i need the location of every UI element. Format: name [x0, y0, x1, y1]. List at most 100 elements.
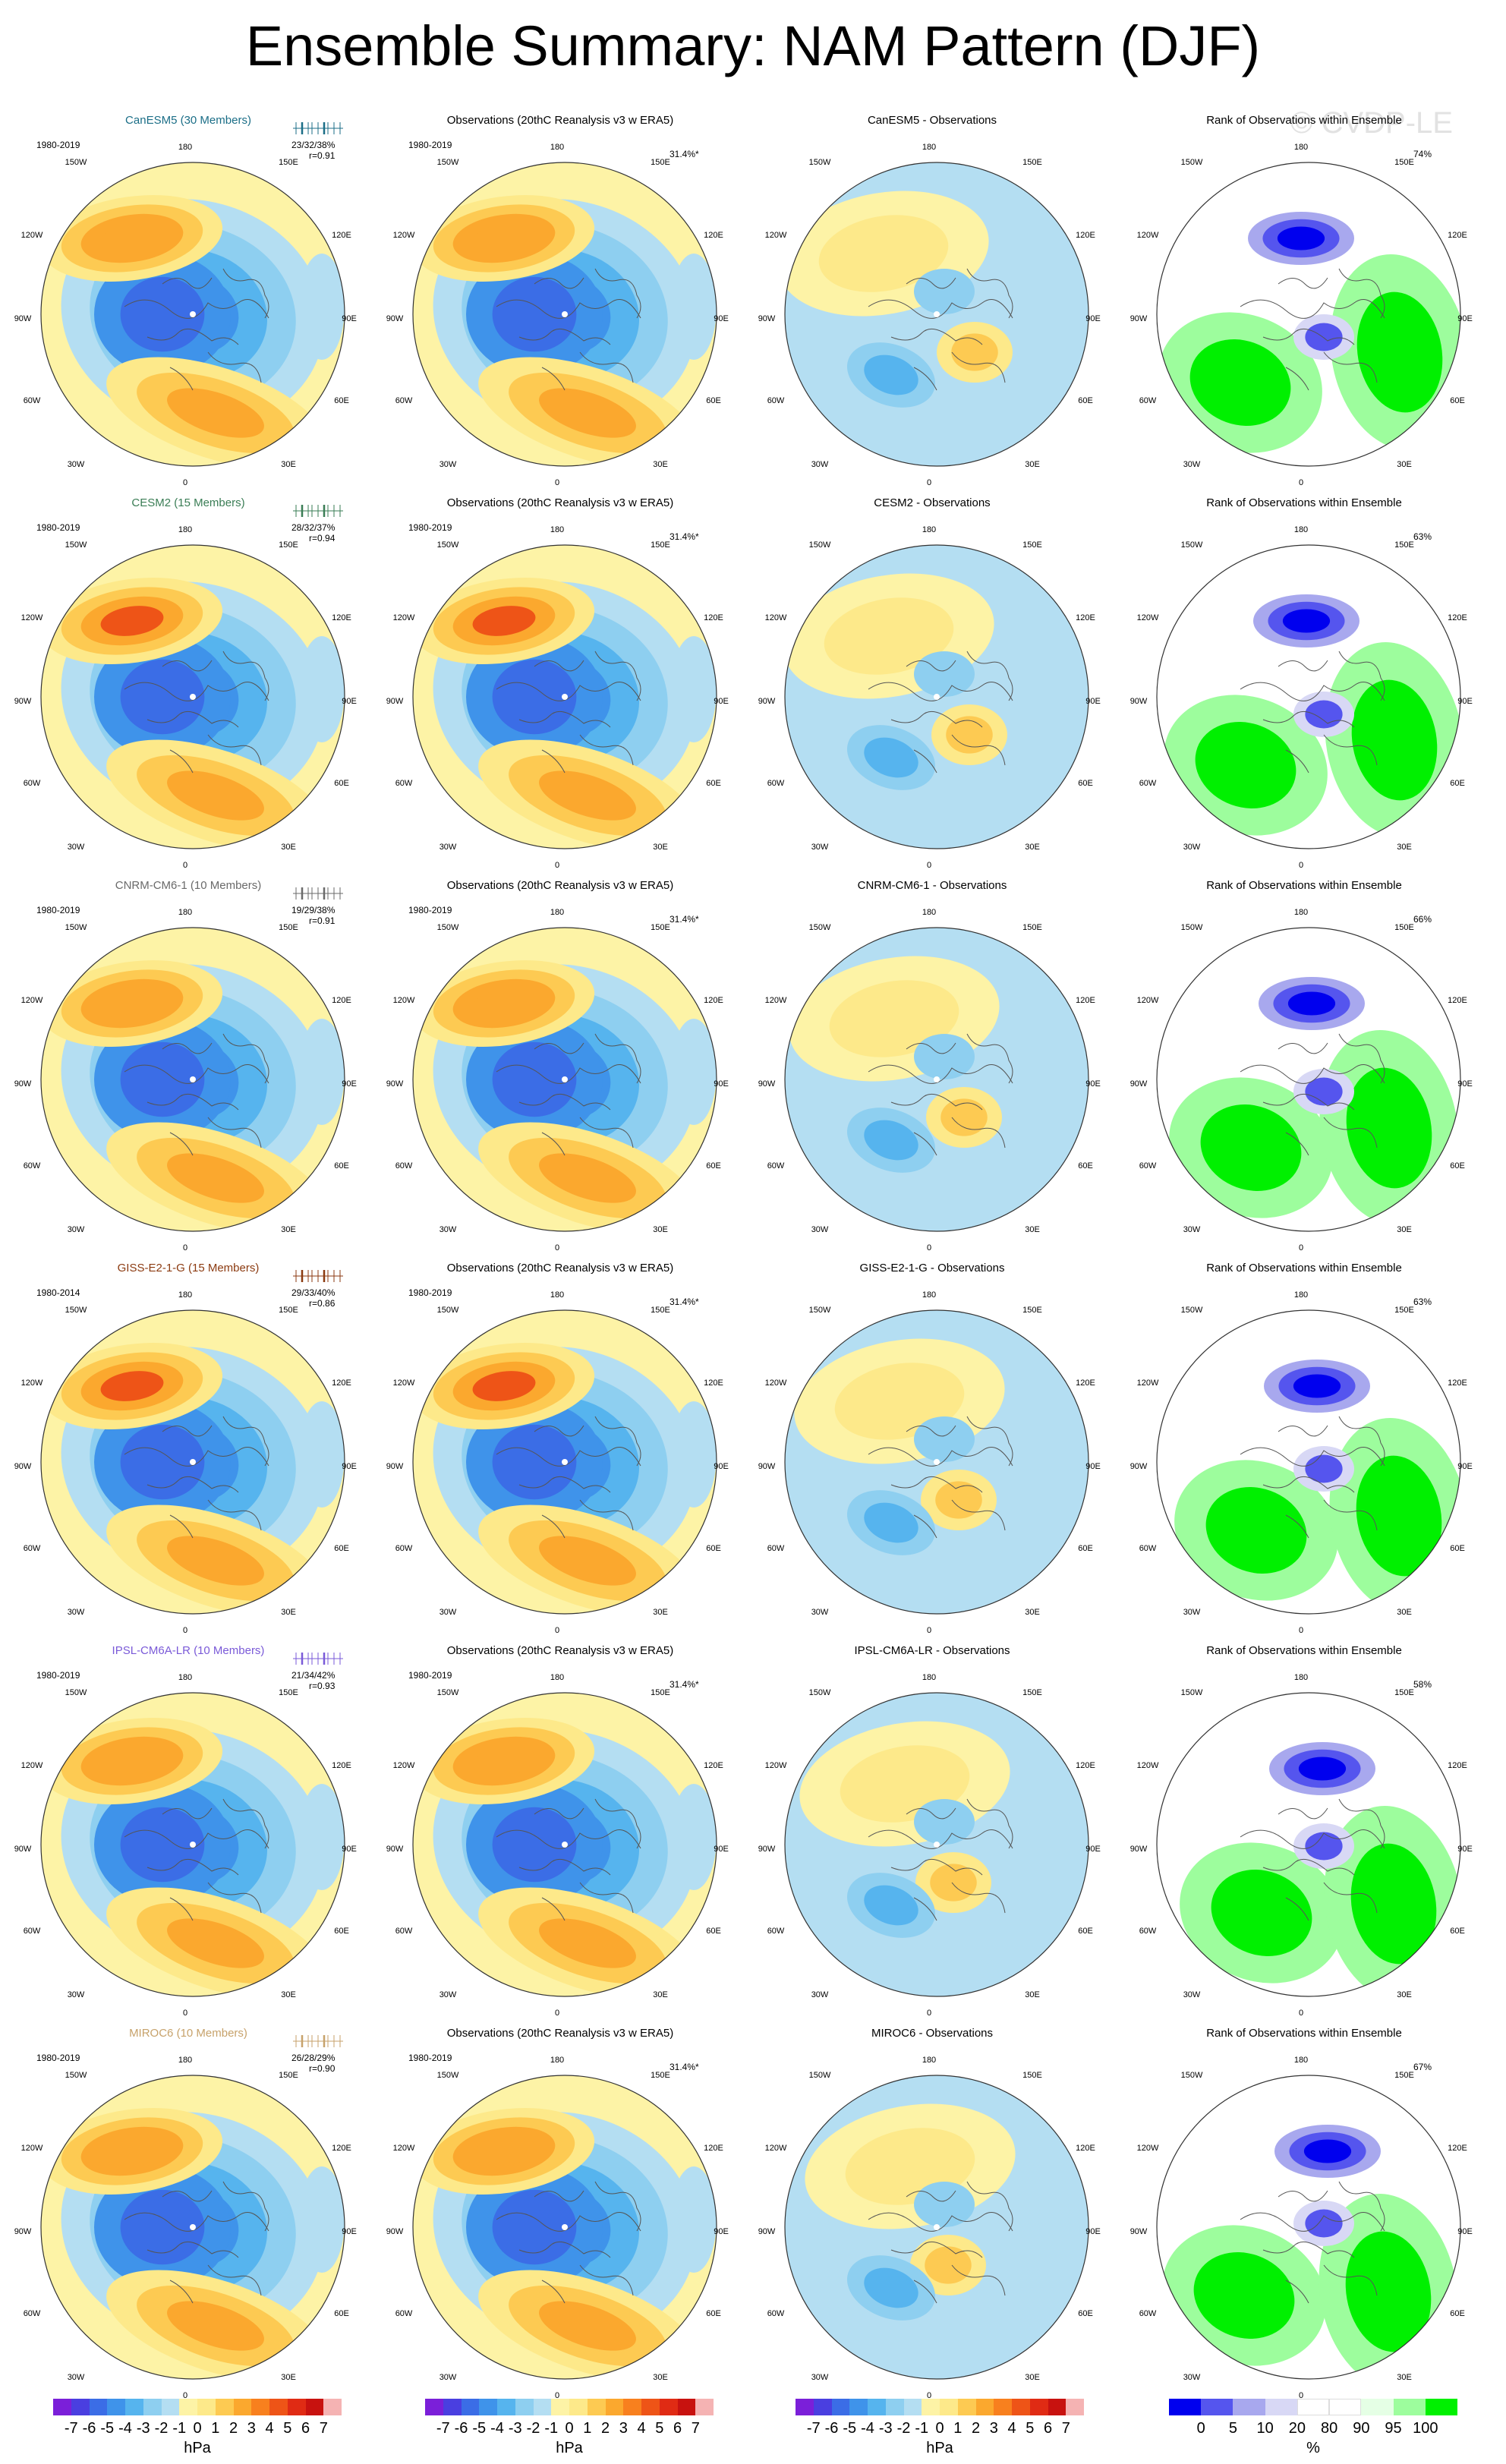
colorbar-swatch — [269, 2399, 288, 2415]
lon-label-left: 90W — [386, 314, 404, 323]
lon-label-lower-right: 60E — [1450, 1927, 1465, 1936]
difference-title: CESM2 - Observations — [874, 496, 991, 509]
period-label: 1980-2014 — [36, 1287, 80, 1298]
model-map — [40, 544, 345, 849]
colorbar-swatch — [161, 2399, 180, 2415]
colorbar-swatch — [215, 2399, 234, 2415]
lon-label-bottom-left: 30W — [439, 843, 457, 852]
rank-map — [1156, 1309, 1461, 1615]
lon-label-lower-left: 60W — [395, 396, 413, 405]
lon-label-top-right: 150E — [651, 923, 670, 932]
lon-label-lower-right: 60E — [706, 396, 721, 405]
lon-label-right: 90E — [1457, 2227, 1473, 2236]
lon-label-lower-left: 60W — [23, 779, 41, 788]
pattern-stats: 21/34/42% r=0.93 — [291, 1670, 335, 1691]
colorbar-swatch — [885, 2399, 904, 2415]
panel-diff-row-1: CanESM5 - Observations 180 150W 150E 120W 120… — [744, 106, 1120, 489]
colorbar-tick: 7 — [1061, 2420, 1070, 2437]
pattern-stats: 26/28/29% r=0.90 — [291, 2053, 335, 2074]
obs-map — [412, 1692, 717, 1997]
lon-label-bottom-right: 30E — [281, 1225, 296, 1234]
panel-rank-row-3: Rank of Observations within Ensemble 66% 1… — [1116, 871, 1492, 1254]
colorbar-tick: 7 — [319, 2420, 328, 2437]
panel-model-row-2: CESM2 (15 Members) 1980-2019 28/32/37% r=0.… — [0, 489, 376, 871]
lon-label-top-right: 150E — [279, 1306, 298, 1315]
lon-label-bottom-right: 30E — [653, 1608, 668, 1617]
panel-obs-row-2: Observations (20thC Reanalysis v3 w ERA5… — [372, 489, 748, 871]
lon-label-left: 90W — [758, 697, 776, 706]
difference-title: CanESM5 - Observations — [867, 114, 997, 127]
lon-label-bottom-left: 30W — [439, 1608, 457, 1617]
lon-label-upper-right: 120E — [1076, 1761, 1095, 1770]
rank-percent: 63% — [1413, 1297, 1432, 1307]
lon-label-lower-right: 60E — [706, 1161, 721, 1171]
lon-label-top-right: 150E — [1394, 1688, 1414, 1697]
lon-label-top: 180 — [1293, 143, 1309, 152]
colorbar-swatch — [1029, 2399, 1048, 2415]
lon-label-bottom-left: 30W — [439, 2373, 457, 2382]
lon-label-top: 180 — [1293, 2056, 1309, 2065]
lon-label-upper-left: 120W — [1136, 1379, 1159, 1388]
pattern-stats: 23/32/38% r=0.91 — [291, 140, 335, 161]
lon-label-top-left: 150W — [808, 923, 831, 932]
obs-period-label: 1980-2019 — [408, 1287, 452, 1298]
colorbar-swatch — [443, 2399, 462, 2415]
lon-label-lower-left: 60W — [1139, 779, 1157, 788]
lon-label-upper-left: 120W — [1136, 1761, 1159, 1770]
lon-label-bottom: 0 — [1298, 1243, 1304, 1252]
lon-label-left: 90W — [1130, 314, 1148, 323]
lon-label-bottom-left: 30W — [1183, 1608, 1201, 1617]
lon-label-upper-left: 120W — [20, 613, 43, 622]
colorbar-swatch — [796, 2399, 814, 2415]
colorbar-swatch — [53, 2399, 71, 2415]
lon-label-top-left: 150W — [65, 1688, 87, 1697]
colorbar-swatch — [587, 2399, 606, 2415]
lon-label-top-right: 150E — [279, 2071, 298, 2080]
lon-label-top-left: 150W — [808, 1688, 831, 1697]
lon-label-bottom-right: 30E — [1397, 843, 1412, 852]
lon-label-top-left: 150W — [808, 540, 831, 550]
colorbar-tick: 1 — [953, 2420, 963, 2437]
lon-label-left: 90W — [758, 1079, 776, 1089]
colorbar-swatch — [71, 2399, 90, 2415]
colorbar-tick: 3 — [989, 2420, 998, 2437]
lon-label-top-left: 150W — [65, 540, 87, 550]
pattern-correlation: r=0.90 — [309, 2063, 336, 2074]
lon-label-left: 90W — [386, 1845, 404, 1854]
lon-label-left: 90W — [14, 1845, 32, 1854]
lon-label-lower-right: 60E — [1078, 1927, 1093, 1936]
rank-title: Rank of Observations within Ensemble — [1206, 1262, 1402, 1275]
colorbar-swatches — [796, 2399, 1084, 2415]
lon-label-right: 90E — [714, 314, 729, 323]
colorbar-swatch — [323, 2399, 342, 2415]
lon-label-lower-right: 60E — [706, 1544, 721, 1553]
colorbar-tick: 7 — [691, 2420, 700, 2437]
obs-period-label: 1980-2019 — [408, 905, 452, 915]
colorbar-tick: 0 — [565, 2420, 574, 2437]
lon-label-right: 90E — [342, 1845, 357, 1854]
lon-label-top-right: 150E — [651, 158, 670, 167]
ensemble-spread-bars — [293, 505, 343, 517]
colorbar-swatch — [251, 2399, 269, 2415]
model-title: IPSL-CM6A-LR (10 Members) — [112, 1644, 265, 1657]
obs-title: Observations (20thC Reanalysis v3 w ERA5… — [446, 114, 674, 127]
lon-label-top-left: 150W — [436, 923, 459, 932]
lon-label-lower-left: 60W — [767, 2309, 785, 2318]
lon-label-top-right: 150E — [1394, 1306, 1414, 1315]
obs-title: Observations (20thC Reanalysis v3 w ERA5… — [446, 1644, 674, 1657]
lon-label-bottom-left: 30W — [439, 460, 457, 469]
lon-label-bottom-right: 30E — [1025, 1608, 1040, 1617]
colorbar-tick: -4 — [861, 2420, 874, 2437]
panel-rank-row-1: Rank of Observations within Ensemble 74% 1… — [1116, 106, 1492, 489]
lon-label-lower-left: 60W — [395, 779, 413, 788]
lon-label-upper-right: 120E — [1076, 1379, 1095, 1388]
colorbar-tick: -7 — [64, 2420, 78, 2437]
lon-label-top: 180 — [550, 2056, 565, 2065]
lon-label-bottom-right: 30E — [1397, 1225, 1412, 1234]
lon-label-upper-right: 120E — [1448, 231, 1467, 240]
colorbar-tick: -5 — [843, 2420, 857, 2437]
panel-model-row-3: CNRM-CM6-1 (10 Members) 1980-2019 19/29/38… — [0, 871, 376, 1254]
lon-label-right: 90E — [1085, 2227, 1101, 2236]
lon-label-right: 90E — [714, 1462, 729, 1471]
